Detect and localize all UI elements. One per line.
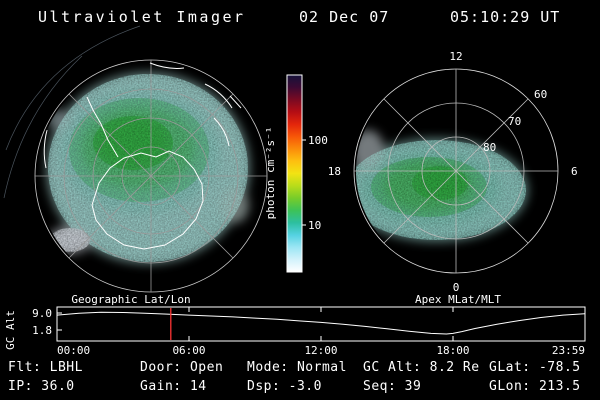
- xtick-1800: 18:00: [436, 344, 469, 357]
- header-time: 05:10:29 UT: [450, 8, 561, 26]
- apex-grid-labels: 12 18 6 0 60 70 80: [328, 50, 578, 294]
- strip-xtick-labels: 00:00 06:00 12:00 18:00 23:59: [57, 344, 585, 357]
- xtick-0000: 00:00: [57, 344, 90, 357]
- apex-aurora-image: [356, 130, 528, 242]
- coastline-map: [43, 62, 242, 250]
- status-mode: Mode: Normal: [247, 360, 347, 375]
- mlt-label-12: 12: [449, 50, 462, 63]
- apex-grid: [353, 68, 559, 274]
- strip-yticks: [57, 312, 62, 331]
- xtick-1200: 12:00: [304, 344, 337, 357]
- mlat-label-80: 80: [483, 141, 496, 154]
- colorbar-gradient: [286, 74, 303, 273]
- geo-outer-grid-arcs: [3, 25, 141, 199]
- status-gain: Gain: 14: [140, 379, 207, 394]
- strip-frame: [56, 306, 586, 342]
- gc-alt-curve: [56, 311, 585, 335]
- strip-right-title: Apex MLat/MLT: [415, 293, 501, 306]
- strip-ytick-top: 9.0: [32, 307, 52, 320]
- xtick-0600: 06:00: [172, 344, 205, 357]
- strip-y-axis-label: GC Alt: [4, 310, 17, 350]
- colorbar-tick-label-10: 10: [308, 219, 321, 232]
- strip-left-title: Geographic Lat/Lon: [71, 293, 190, 306]
- status-seq: Seq: 39: [363, 379, 422, 394]
- strip-ytick-bottom: 1.8: [32, 324, 52, 337]
- apex-plot: 12 18 6 0 60 70 80: [328, 50, 578, 294]
- status-row-2: IP: 36.0 Gain: 14 Dsp: -3.0 Seq: 39 GLon…: [0, 379, 600, 394]
- app-title: Ultraviolet Imager: [38, 8, 246, 26]
- mlt-label-0: 0: [453, 281, 460, 294]
- mlt-label-6: 6: [571, 165, 578, 178]
- geo-aurora-image: [46, 72, 250, 264]
- status-glon: GLon: 213.5: [489, 379, 581, 394]
- status-row-1: Flt: LBHL Door: Open Mode: Normal GC Alt…: [0, 360, 600, 375]
- geo-grid: [34, 59, 268, 293]
- mlt-label-18: 18: [328, 165, 341, 178]
- geo-plot: [3, 25, 268, 293]
- mlat-label-60: 60: [534, 88, 547, 101]
- status-ip: IP: 36.0: [8, 379, 75, 394]
- status-door: Door: Open: [140, 360, 224, 375]
- colorbar: photon cm⁻²s⁻¹ 100 10: [264, 74, 328, 273]
- status-gc-alt: GC Alt: 8.2 Re: [363, 360, 480, 375]
- header-date: 02 Dec 07: [299, 8, 390, 26]
- mlat-label-70: 70: [508, 115, 521, 128]
- colorbar-label: photon cm⁻²s⁻¹: [264, 127, 277, 220]
- status-flt: Flt: LBHL: [8, 360, 83, 375]
- status-dsp: Dsp: -3.0: [247, 379, 322, 394]
- colorbar-tick-label-100: 100: [308, 134, 328, 147]
- altitude-strip-chart: GC Alt 9.0 1.8 Geographic Lat/Lon Apex M…: [4, 293, 586, 357]
- strip-xticks: [188, 307, 454, 341]
- status-glat: GLat: -78.5: [489, 360, 581, 375]
- xtick-2359: 23:59: [552, 344, 585, 357]
